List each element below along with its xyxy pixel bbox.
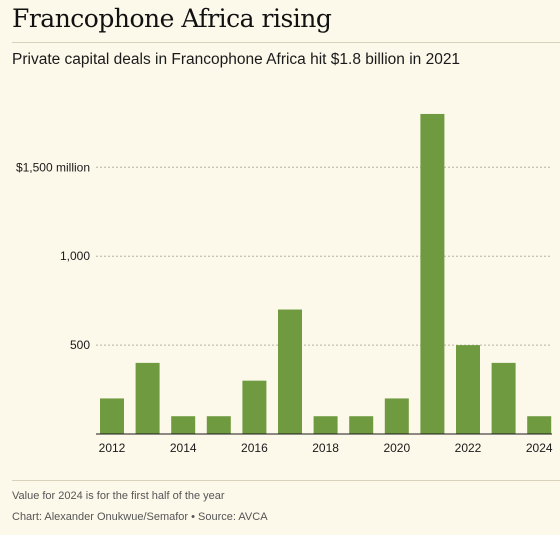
y-tick-label: 1,000: [60, 249, 90, 263]
chart-subtitle: Private capital deals in Francophone Afr…: [12, 51, 461, 68]
bar-2021: [420, 113, 445, 435]
bar-2020: [384, 398, 409, 434]
y-tick-label: $1,500 million: [16, 160, 90, 174]
chart-title: Francophone Africa rising: [12, 4, 332, 33]
x-tick-label: 2018: [312, 441, 339, 455]
x-tick-label: 2016: [241, 441, 268, 455]
bar-2017: [278, 309, 302, 434]
bar-2022: [456, 345, 480, 434]
bars: [100, 113, 552, 435]
y-tick-label: 500: [70, 338, 90, 352]
x-tick-label: 2020: [383, 441, 410, 455]
x-tick-label: 2022: [455, 441, 482, 455]
x-axis: 2012 2014 2016 2018 2020 2022 2024: [96, 433, 553, 455]
bar-2016: [242, 380, 267, 434]
x-tick-label: 2014: [170, 441, 197, 455]
title-divider: [12, 42, 560, 43]
bar-2023: [491, 362, 516, 434]
bar-2024: [527, 416, 552, 434]
chart-note: Value for 2024 is for the first half of …: [12, 490, 225, 502]
chart-source: Chart: Alexander Onukwue/Semafor • Sourc…: [12, 511, 268, 523]
x-tick-label: 2024: [526, 441, 553, 455]
bar-2013: [135, 362, 160, 434]
gridlines: 500 1,000 $1,500 million: [16, 160, 552, 352]
bar-2014: [171, 416, 196, 434]
bar-2015: [206, 416, 231, 434]
x-tick-label: 2012: [99, 441, 126, 455]
bar-2019: [349, 416, 374, 434]
footer-divider: [12, 480, 560, 481]
bar-2012: [100, 398, 124, 434]
bar-2018: [313, 416, 338, 434]
